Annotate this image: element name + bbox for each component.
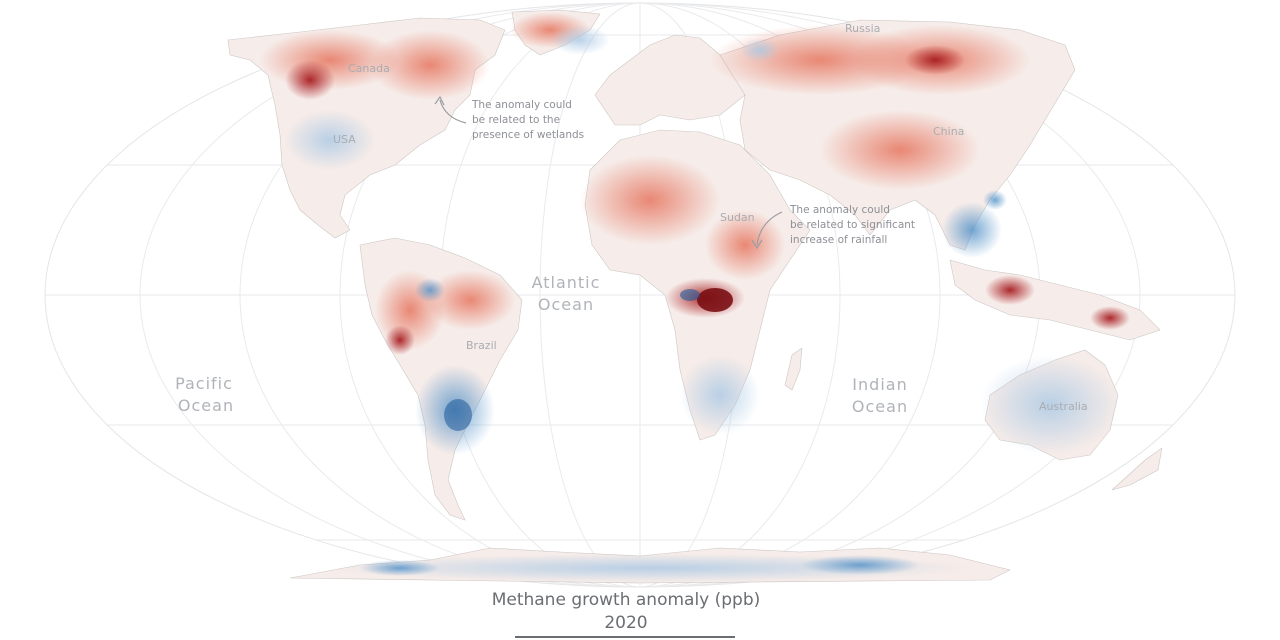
- label-russia: Russia: [845, 22, 880, 35]
- annotation-arrow-rainfall: [756, 211, 783, 246]
- annotation-arrow-wetlands: [439, 99, 467, 124]
- label-atlantic-ocean-2: Ocean: [538, 295, 594, 314]
- annotation-wetlands-line-1: The anomaly could: [471, 99, 572, 111]
- label-indian-ocean-2: Ocean: [852, 397, 908, 416]
- ocean-labels: Atlantic Ocean Pacific Ocean Indian Ocea…: [175, 273, 908, 416]
- label-indian-ocean-1: Indian: [852, 375, 907, 394]
- annotation-wetlands: The anomaly could be related to the pres…: [434, 95, 584, 141]
- legend-title: Methane growth anomaly (ppb): [491, 590, 761, 610]
- annotation-rainfall-line-3: increase of rainfall: [790, 234, 887, 246]
- label-china: China: [933, 125, 964, 138]
- country-labels: Canada USA Russia China Sudan Brazil Aus…: [333, 22, 1088, 413]
- label-sudan: Sudan: [720, 211, 755, 224]
- label-pacific-ocean-2: Ocean: [178, 396, 234, 415]
- methane-anomaly-field: [260, 12, 1130, 582]
- label-pacific-ocean-1: Pacific: [175, 374, 233, 393]
- annotation-rainfall: The anomaly could be related to signific…: [751, 204, 915, 250]
- new-zealand: [1111, 447, 1163, 491]
- annotation-wetlands-line-2: be related to the: [472, 114, 560, 126]
- annotation-wetlands-line-3: presence of wetlands: [472, 129, 584, 141]
- madagascar: [784, 347, 803, 391]
- label-australia: Australia: [1039, 400, 1088, 413]
- legend-color-bar: [515, 636, 735, 638]
- annotation-rainfall-line-1: The anomaly could: [789, 204, 890, 216]
- legend-year: 2020: [604, 613, 648, 633]
- label-brazil: Brazil: [466, 339, 497, 352]
- label-canada: Canada: [348, 62, 390, 75]
- annotation-rainfall-line-2: be related to significant: [790, 219, 915, 231]
- label-usa: USA: [333, 133, 356, 146]
- label-atlantic-ocean-1: Atlantic: [532, 273, 601, 292]
